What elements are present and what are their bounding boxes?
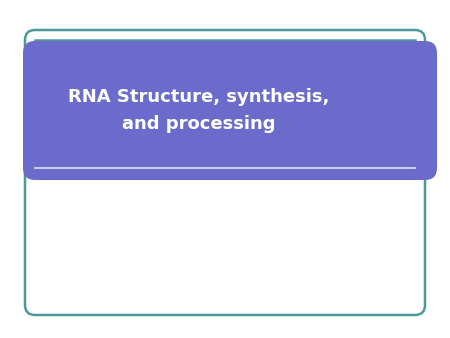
Bar bbox=[33, 53, 58, 168]
Bar bbox=[35, 35, 415, 55]
FancyBboxPatch shape bbox=[23, 41, 437, 180]
Text: RNA Structure, synthesis,
and processing: RNA Structure, synthesis, and processing bbox=[68, 88, 329, 133]
FancyBboxPatch shape bbox=[25, 30, 425, 315]
